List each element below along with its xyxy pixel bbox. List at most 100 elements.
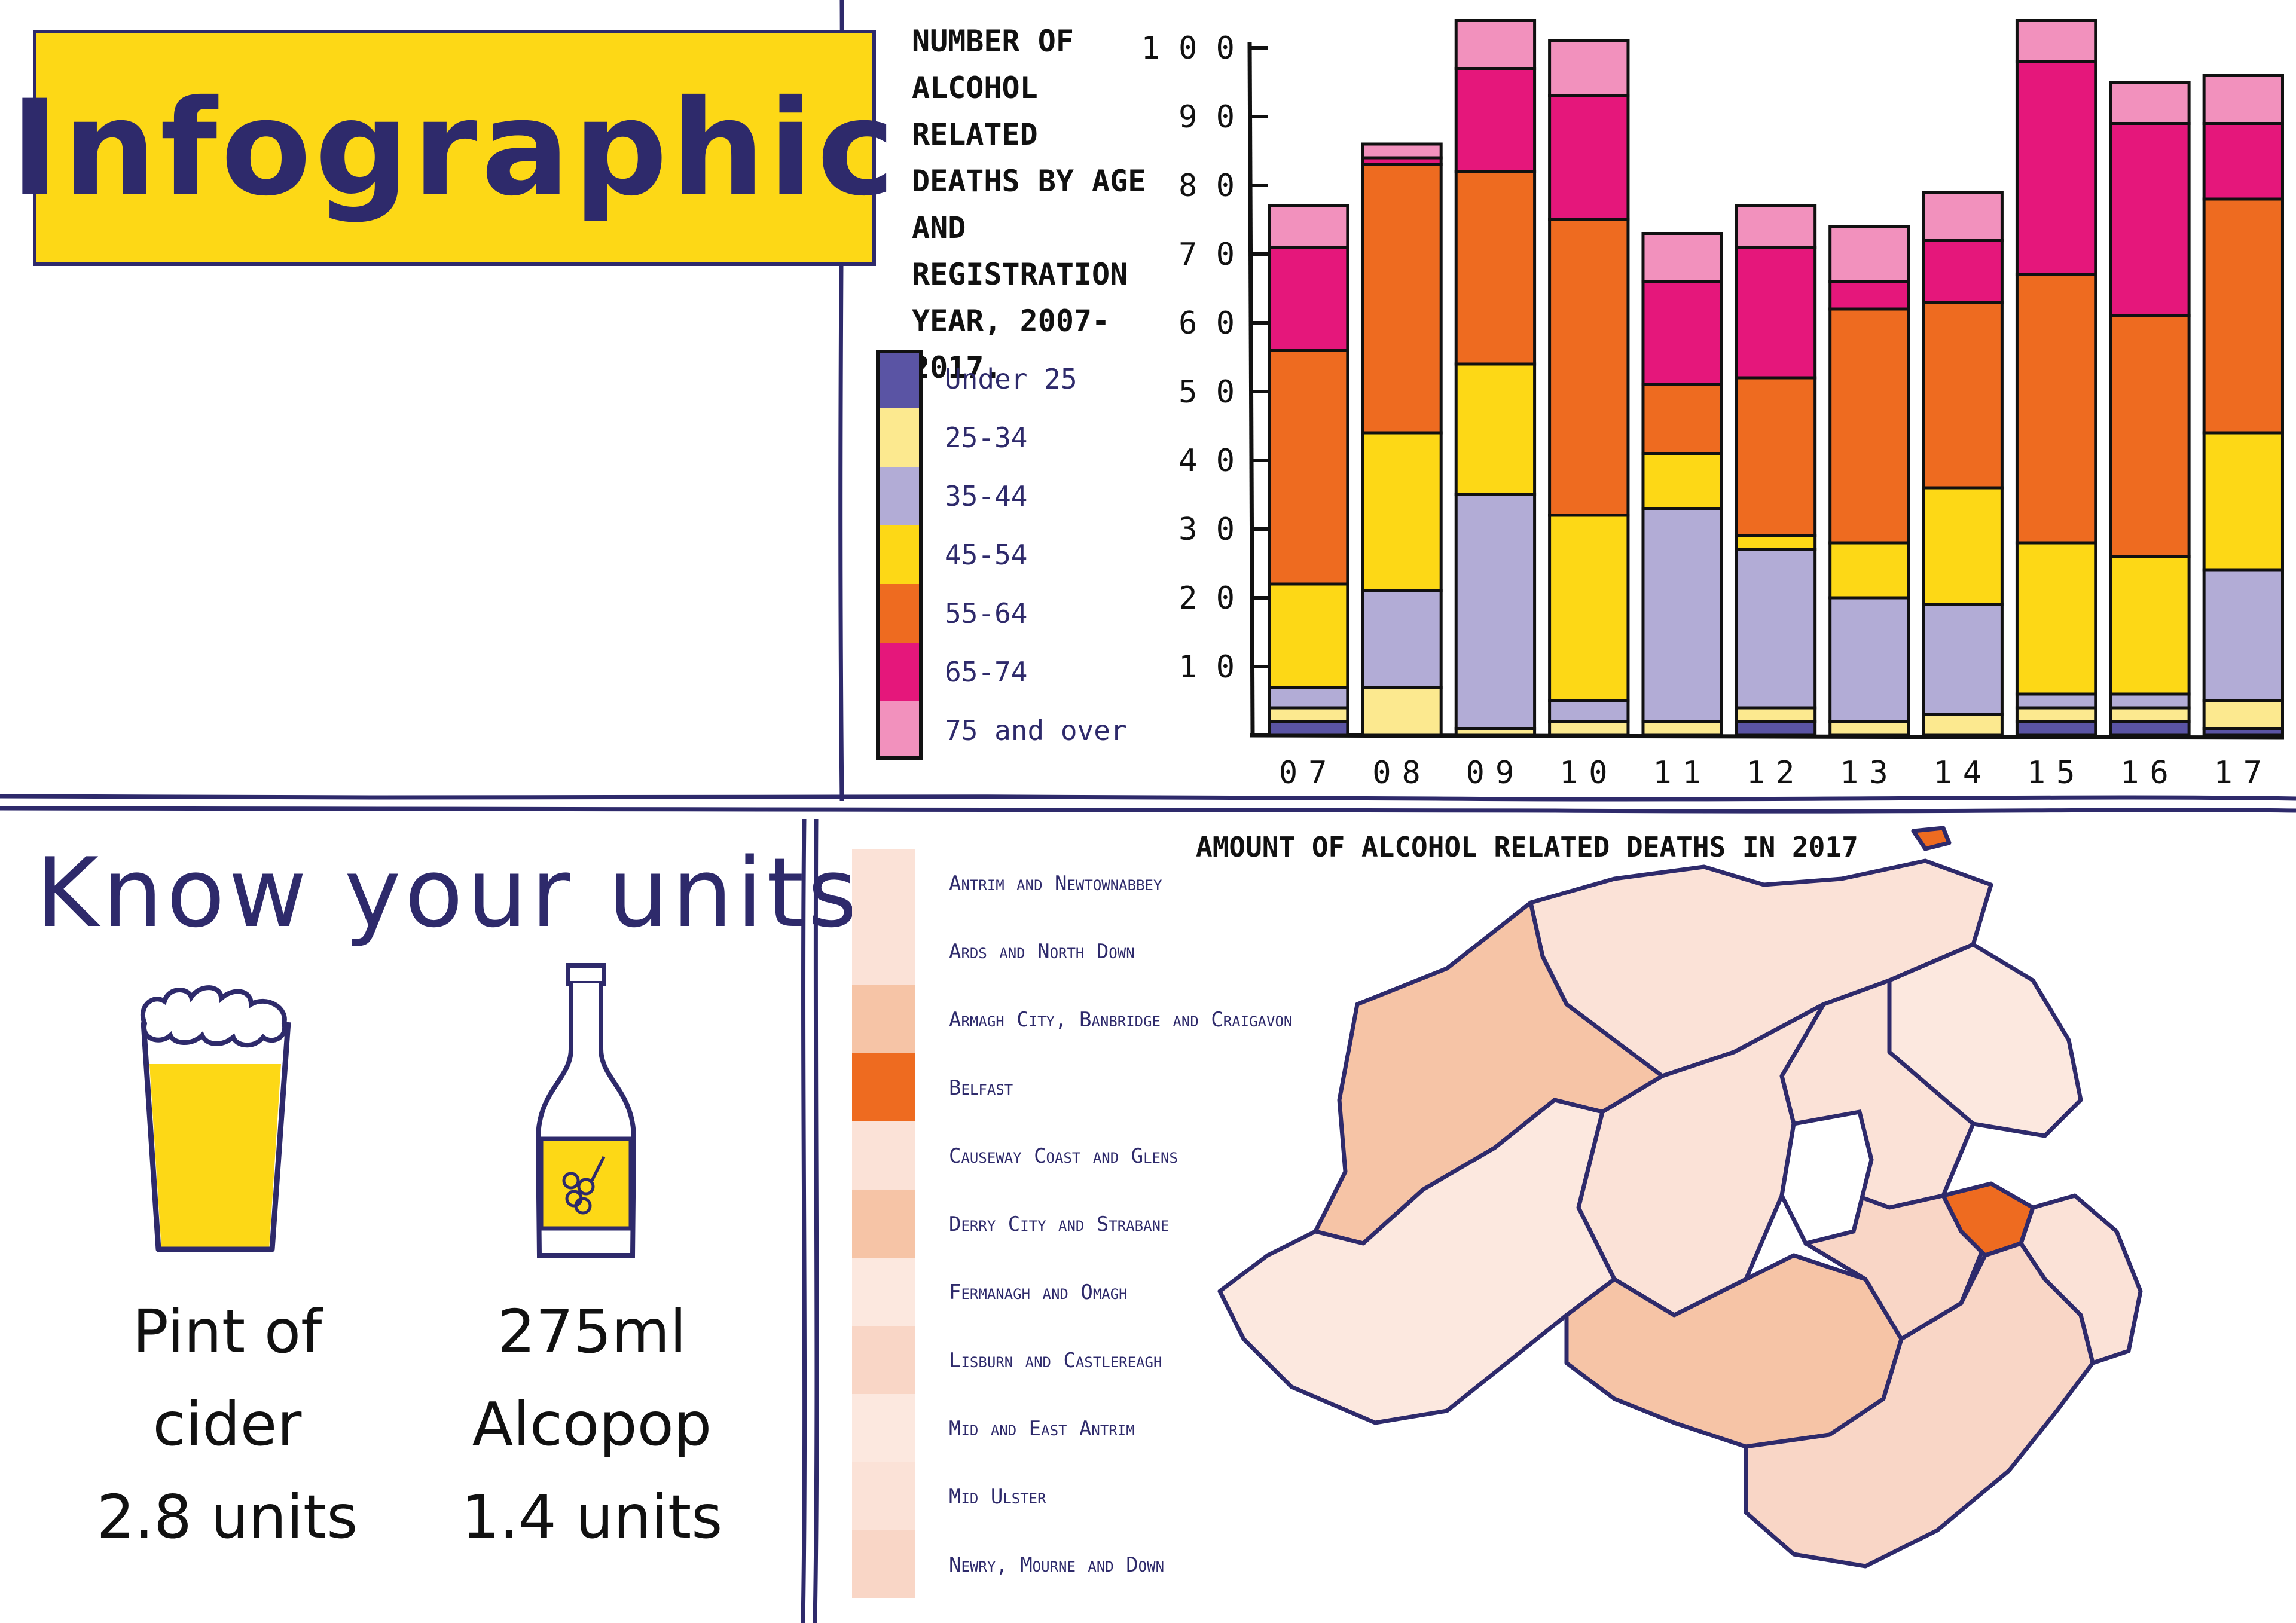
chart-title: Number of alcohol related deaths by age … [912, 24, 1146, 385]
legend-item: Under 25 [876, 350, 1187, 408]
bar-segment [1641, 507, 1723, 723]
y-tick-label: 1 0 0 [1141, 30, 1235, 66]
bar-segment [1922, 713, 2004, 737]
bar-segment [1735, 376, 1817, 537]
cider-pint-icon [140, 985, 291, 1252]
legend-swatch [876, 467, 923, 525]
bar-segment [1268, 349, 1349, 586]
bar-segment [1735, 706, 1817, 723]
y-tick-label: 2 0 [1178, 580, 1235, 616]
bar-segment [1454, 493, 1537, 730]
bar-segment [2109, 314, 2191, 558]
map-legend-label: Belfast [949, 1076, 1013, 1100]
bar-segment [1735, 204, 1817, 249]
legend-swatch [876, 643, 923, 701]
map-legend-item: Newry, Mourne and Down [852, 1530, 1390, 1598]
bar-segment [1828, 225, 1910, 283]
legend-item: 55-64 [876, 584, 1187, 643]
bar-segment [1268, 706, 1349, 723]
title-banner: Infographic [10, 30, 895, 266]
legend-label: Under 25 [945, 363, 1077, 395]
cider-line2: cider [152, 1389, 302, 1459]
bar-segment [1641, 452, 1723, 510]
bar-segment [2109, 122, 2191, 317]
bar-segment [1454, 170, 1537, 366]
bar-segment [1361, 686, 1443, 737]
map-legend-swatch [852, 985, 915, 1053]
bar-segment [1454, 67, 1537, 173]
y-axis [1247, 41, 1255, 736]
map-legend-item: Ards and North Down [852, 917, 1390, 985]
bar-segment [2109, 706, 2191, 723]
alcopop-units: 275ml Alcopop 1.4 units [430, 1285, 753, 1563]
y-tick-label: 9 0 [1178, 99, 1235, 135]
map-legend-swatch [852, 917, 915, 985]
bar-segment [2109, 555, 2191, 696]
bar-segment [1828, 720, 1910, 737]
x-tick-label: 10 [1559, 755, 1619, 791]
bar-segment [1641, 383, 1723, 455]
bar-segment [1828, 596, 1910, 723]
bar-segment [1735, 548, 1817, 710]
cider-units: Pint of cider 2.8 units [72, 1285, 383, 1563]
legend-swatch [876, 408, 923, 467]
map-legend-swatch [852, 1462, 915, 1530]
legend-swatch [876, 350, 923, 408]
bar-segment [1268, 686, 1349, 710]
legend-item: 35-44 [876, 467, 1187, 525]
bar-segment [1922, 191, 2004, 242]
x-tick-label: 09 [1466, 755, 1525, 791]
bar-segment [2202, 431, 2284, 572]
bar-segment [1548, 39, 1630, 97]
bar-segment [1641, 232, 1723, 283]
legend-label: 75 and over [945, 714, 1127, 747]
map-legend-item: Derry City and Strabane [852, 1190, 1390, 1258]
map-legend-label: Mid and East Antrim [949, 1417, 1135, 1441]
y-tick-label: 4 0 [1178, 443, 1235, 479]
bar-segment [1641, 720, 1723, 737]
bar-segment [1268, 204, 1349, 249]
bar-segment [1548, 699, 1630, 723]
bar-segment [2015, 720, 2097, 737]
map-legend-swatch [852, 1190, 915, 1258]
bar-segment [1735, 720, 1817, 737]
legend-item: 65-74 [876, 643, 1187, 701]
cider-line3: 2.8 units [96, 1482, 358, 1552]
alcopop-line3: 1.4 units [461, 1482, 723, 1552]
map-legend-item: Mid and East Antrim [852, 1394, 1390, 1462]
bar-segment [2015, 19, 2097, 63]
x-tick-label: 08 [1372, 755, 1431, 791]
legend-swatch [876, 584, 923, 643]
bar-segment [1454, 362, 1537, 496]
bar-segment [1268, 720, 1349, 737]
bar-segment [1641, 280, 1723, 386]
bar-segment [1922, 301, 2004, 490]
bar-segment [2015, 273, 2097, 545]
bar-segment [2202, 122, 2284, 201]
y-tick-label: 1 0 [1178, 649, 1235, 685]
bar-segment [1361, 142, 1443, 160]
y-tick-label: 7 0 [1178, 237, 1235, 273]
bar-segment [1548, 218, 1630, 517]
legend-label: 45-54 [945, 539, 1028, 571]
map-legend-label: Fermanagh and Omagh [949, 1280, 1128, 1304]
bar-segment [1454, 19, 1537, 70]
bar-segment [1922, 486, 2004, 606]
y-tick-label: 6 0 [1178, 305, 1235, 341]
map-legend-swatch [852, 1326, 915, 1394]
map-legend-item: Causeway Coast and Glens [852, 1121, 1390, 1190]
x-tick-label: 13 [1840, 755, 1899, 791]
y-tick-label: 5 0 [1178, 374, 1235, 410]
map-legend-swatch [852, 1258, 915, 1326]
page-title: Infographic [10, 71, 899, 225]
bar-segment [2202, 197, 2284, 435]
legend-label: 55-64 [945, 597, 1028, 629]
x-tick-label: 14 [1933, 755, 1992, 791]
bar-segment [2109, 692, 2191, 710]
legend-item: 45-54 [876, 525, 1187, 584]
bar-segment [1828, 541, 1910, 600]
map-legend-label: Mid Ulster [949, 1485, 1046, 1509]
x-tick-label: 11 [1653, 755, 1712, 791]
map-legend-swatch [852, 849, 915, 917]
map-legend-label: Causeway Coast and Glens [949, 1144, 1178, 1168]
